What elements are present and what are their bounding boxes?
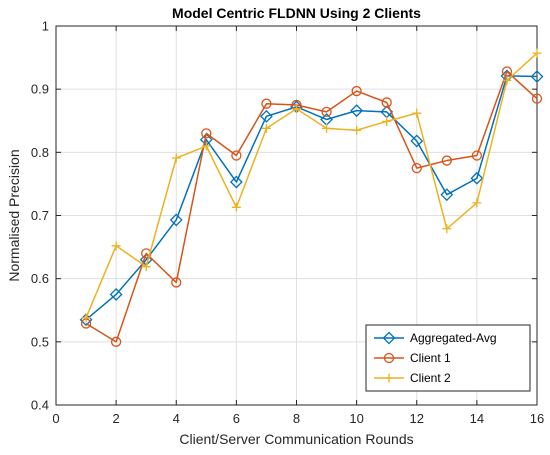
data-point [470, 171, 484, 185]
y-tick-label: 0.6 [31, 271, 49, 286]
y-tick-label: 0.5 [31, 334, 49, 349]
data-point [229, 175, 243, 189]
legend-label: Client 1 [410, 351, 451, 365]
data-point [322, 123, 332, 133]
data-point [169, 213, 183, 227]
data-point [410, 134, 424, 148]
data-point [531, 93, 543, 104]
data-point [111, 241, 121, 251]
legend-label: Aggregated-Avg [410, 331, 497, 345]
y-tick-label: 0.8 [31, 145, 49, 160]
data-point [261, 98, 272, 109]
data-point [261, 123, 271, 133]
y-axis-label: Normalised Precision [6, 149, 22, 281]
data-point [411, 162, 422, 174]
data-point [201, 141, 211, 151]
x-tick-label: 12 [410, 411, 424, 426]
x-axis-label: Client/Server Communication Rounds [179, 431, 413, 447]
legend-item: Aggregated-Avg [374, 331, 497, 345]
x-tick-label: 14 [470, 411, 484, 426]
x-tick-label: 4 [173, 411, 180, 426]
y-tick-label: 1 [42, 19, 49, 34]
data-point [532, 48, 542, 58]
data-point [231, 202, 241, 212]
y-tick-label: 0.4 [31, 398, 49, 413]
series-line [85, 52, 538, 319]
data-point [231, 150, 242, 161]
data-point [381, 97, 392, 108]
data-point [441, 155, 452, 166]
data-point [502, 75, 512, 85]
data-point [141, 248, 152, 259]
legend: Aggregated-Avg Client 1 Client 2 [365, 324, 531, 392]
data-point [171, 153, 181, 163]
series-client-1 [80, 66, 543, 347]
data-point [321, 106, 332, 118]
legend-label: Client 2 [410, 371, 451, 385]
series-line [85, 75, 538, 321]
legend-item: Client 1 [374, 351, 451, 365]
data-point [382, 116, 392, 126]
legend-item: Client 2 [374, 371, 451, 385]
legend-marker [383, 352, 395, 364]
x-tick-label: 16 [530, 411, 544, 426]
y-tick-label: 0.7 [31, 208, 49, 223]
data-point [81, 313, 91, 323]
data-point [352, 125, 362, 135]
x-tick-label: 2 [113, 411, 120, 426]
x-tick-label: 0 [52, 411, 59, 426]
data-point [110, 336, 122, 347]
y-tick-label: 0.9 [31, 82, 49, 97]
data-point [440, 188, 454, 202]
legend-marker [384, 373, 394, 383]
x-tick-label: 6 [233, 411, 240, 426]
data-point [350, 104, 364, 118]
legend-marker [382, 331, 396, 345]
x-tick-label: 8 [293, 411, 300, 426]
data-point [472, 198, 482, 208]
series-client-2 [81, 48, 542, 323]
data-point [530, 70, 544, 83]
data-point [412, 108, 422, 118]
data-point [141, 262, 151, 272]
data-point [351, 85, 362, 97]
series-line [85, 70, 538, 343]
data-point [292, 104, 301, 114]
x-tick-label: 10 [349, 411, 363, 426]
data-point [442, 224, 452, 234]
data-point [471, 150, 483, 161]
data-point [260, 109, 273, 123]
data-point [201, 128, 212, 139]
chart-title: Model Centric FLDNN Using 2 Clients [172, 5, 421, 21]
data-point [171, 277, 182, 288]
data-point [109, 288, 123, 301]
